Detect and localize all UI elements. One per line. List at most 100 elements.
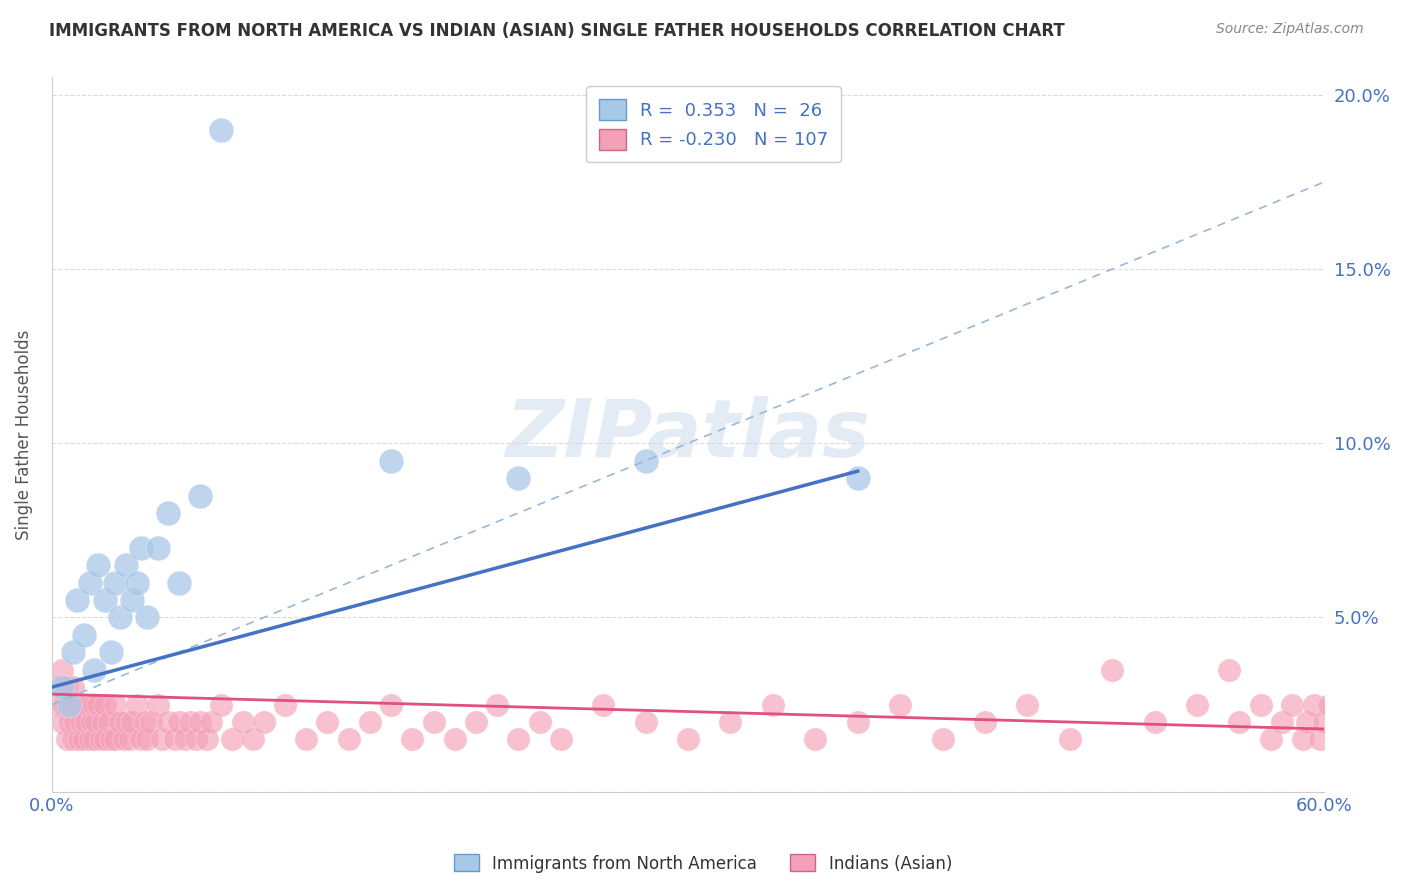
Point — [316, 714, 339, 729]
Point — [76, 698, 98, 712]
Point — [62, 645, 84, 659]
Point — [195, 732, 218, 747]
Point — [51, 680, 73, 694]
Point — [98, 714, 121, 729]
Point — [125, 575, 148, 590]
Point — [108, 714, 131, 729]
Point — [1218, 663, 1240, 677]
Point — [974, 714, 997, 729]
Point — [84, 714, 107, 729]
Point — [51, 663, 73, 677]
Point — [66, 698, 89, 712]
Point — [931, 732, 953, 747]
Point — [120, 732, 142, 747]
Point — [1376, 714, 1399, 729]
Point — [1317, 698, 1340, 712]
Point — [157, 714, 180, 729]
Point — [1398, 732, 1406, 747]
Point — [141, 714, 163, 729]
Point — [115, 558, 138, 573]
Point — [94, 732, 117, 747]
Legend: R =  0.353   N =  26, R = -0.230   N = 107: R = 0.353 N = 26, R = -0.230 N = 107 — [586, 87, 841, 162]
Point — [634, 453, 657, 467]
Point — [1101, 663, 1123, 677]
Point — [134, 714, 156, 729]
Point — [104, 698, 127, 712]
Point — [129, 732, 152, 747]
Point — [67, 732, 90, 747]
Point — [359, 714, 381, 729]
Point — [1334, 714, 1357, 729]
Text: IMMIGRANTS FROM NORTH AMERICA VS INDIAN (ASIAN) SINGLE FATHER HOUSEHOLDS CORRELA: IMMIGRANTS FROM NORTH AMERICA VS INDIAN … — [49, 22, 1064, 40]
Point — [115, 714, 138, 729]
Point — [62, 698, 84, 712]
Point — [1292, 732, 1315, 747]
Point — [121, 714, 143, 729]
Point — [94, 593, 117, 607]
Point — [1309, 732, 1331, 747]
Point — [1323, 732, 1346, 747]
Point — [634, 714, 657, 729]
Point — [174, 732, 197, 747]
Point — [274, 698, 297, 712]
Point — [846, 471, 869, 485]
Point — [75, 714, 97, 729]
Point — [104, 732, 127, 747]
Point — [100, 732, 122, 747]
Point — [125, 698, 148, 712]
Point — [136, 732, 159, 747]
Point — [592, 698, 614, 712]
Point — [253, 714, 276, 729]
Point — [200, 714, 222, 729]
Point — [112, 732, 135, 747]
Point — [380, 453, 402, 467]
Point — [72, 698, 94, 712]
Point — [184, 732, 207, 747]
Point — [720, 714, 742, 729]
Point — [1229, 714, 1251, 729]
Point — [889, 698, 911, 712]
Point — [1059, 732, 1081, 747]
Point — [1302, 698, 1324, 712]
Point — [550, 732, 572, 747]
Point — [87, 698, 110, 712]
Point — [1355, 732, 1378, 747]
Point — [209, 698, 232, 712]
Point — [163, 732, 186, 747]
Point — [79, 732, 101, 747]
Point — [121, 593, 143, 607]
Point — [83, 698, 105, 712]
Point — [72, 732, 94, 747]
Point — [1271, 714, 1294, 729]
Point — [1281, 698, 1303, 712]
Point — [129, 541, 152, 555]
Point — [443, 732, 465, 747]
Point — [53, 698, 76, 712]
Point — [232, 714, 254, 729]
Point — [401, 732, 423, 747]
Point — [508, 471, 530, 485]
Point — [79, 575, 101, 590]
Point — [104, 575, 127, 590]
Point — [80, 714, 103, 729]
Point — [1296, 714, 1319, 729]
Point — [91, 714, 114, 729]
Point — [486, 698, 509, 712]
Point — [90, 732, 112, 747]
Text: ZIPatlas: ZIPatlas — [506, 395, 870, 474]
Point — [146, 698, 169, 712]
Point — [146, 541, 169, 555]
Point — [464, 714, 486, 729]
Point — [529, 714, 551, 729]
Point — [337, 732, 360, 747]
Point — [1250, 698, 1272, 712]
Point — [63, 714, 86, 729]
Point — [846, 714, 869, 729]
Point — [66, 593, 89, 607]
Point — [58, 698, 80, 712]
Point — [87, 558, 110, 573]
Point — [46, 680, 69, 694]
Point — [762, 698, 785, 712]
Point — [136, 610, 159, 624]
Point — [55, 680, 77, 694]
